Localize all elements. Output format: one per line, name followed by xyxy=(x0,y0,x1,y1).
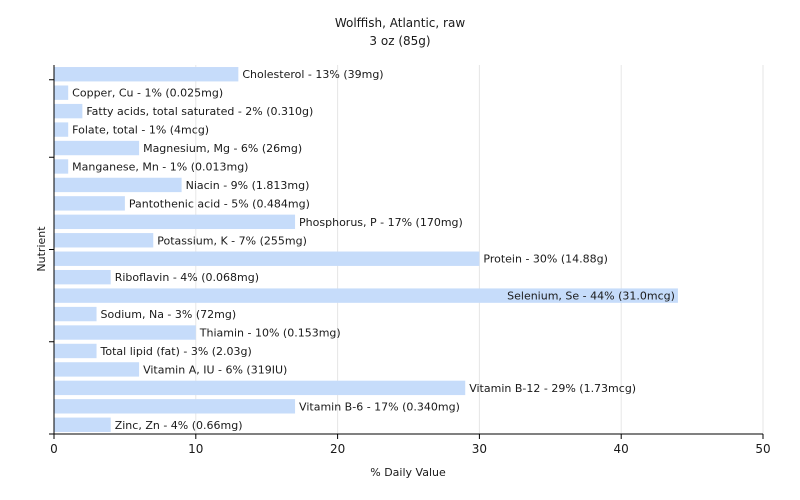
bar-label: Phosphorus, P - 17% (170mg) xyxy=(299,216,463,229)
bar xyxy=(54,380,466,396)
bar xyxy=(54,399,296,414)
bar-label: Protein - 30% (14.88g) xyxy=(483,253,608,266)
x-tick-label: 30 xyxy=(472,442,487,456)
bar-label: Fatty acids, total saturated - 2% (0.310… xyxy=(86,105,313,118)
bar xyxy=(54,325,196,340)
x-tick-label: 0 xyxy=(50,442,58,456)
bar xyxy=(54,159,69,174)
bar-label: Zinc, Zn - 4% (0.66mg) xyxy=(115,419,243,432)
bar xyxy=(54,214,296,230)
bar xyxy=(54,103,83,119)
bar xyxy=(54,288,678,303)
bar xyxy=(54,177,182,193)
bar-label: Magnesium, Mg - 6% (26mg) xyxy=(143,142,302,155)
bar-label: Copper, Cu - 1% (0.025mg) xyxy=(72,87,223,100)
bar xyxy=(54,196,125,211)
bar-label: Vitamin B-12 - 29% (1.73mcg) xyxy=(469,382,636,395)
bar-label: Vitamin B-6 - 17% (0.340mg) xyxy=(299,400,460,413)
bar-label: Selenium, Se - 44% (31.0mcg) xyxy=(507,290,675,303)
bar-label: Niacin - 9% (1.813mg) xyxy=(186,179,310,192)
bar-label: Pantothenic acid - 5% (0.484mg) xyxy=(129,197,310,210)
bar xyxy=(54,85,69,100)
x-tick-label: 20 xyxy=(330,442,345,456)
bar xyxy=(54,306,97,322)
bar-label: Folate, total - 1% (4mcg) xyxy=(72,124,209,137)
bar-label: Cholesterol - 13% (39mg) xyxy=(242,68,383,81)
plot-area: Cholesterol - 13% (39mg) Copper, Cu - 1% … xyxy=(49,65,771,456)
bar xyxy=(54,417,111,432)
x-axis-label: % Daily Value xyxy=(370,466,446,479)
bar xyxy=(54,343,97,359)
bar xyxy=(54,233,154,248)
bar xyxy=(54,67,239,82)
chart-title: Wolffish, Atlantic, raw xyxy=(335,16,465,30)
x-tick-label: 10 xyxy=(188,442,203,456)
bar xyxy=(54,122,69,137)
bar-label: Sodium, Na - 3% (72mg) xyxy=(101,308,237,321)
bar-label: Thiamin - 10% (0.153mg) xyxy=(199,327,341,340)
bar-label: Potassium, K - 7% (255mg) xyxy=(157,234,307,247)
chart-subtitle: 3 oz (85g) xyxy=(369,34,430,48)
y-axis-label: Nutrient xyxy=(35,226,48,272)
bar xyxy=(54,362,140,377)
bar xyxy=(54,269,111,285)
bar-label: Manganese, Mn - 1% (0.013mg) xyxy=(72,160,248,173)
bar-label: Vitamin A, IU - 6% (319IU) xyxy=(143,363,287,376)
bar xyxy=(54,251,480,266)
x-tick-label: 50 xyxy=(755,442,770,456)
bar xyxy=(54,140,140,156)
x-tick-label: 40 xyxy=(614,442,629,456)
bar-label: Riboflavin - 4% (0.068mg) xyxy=(115,271,259,284)
bar-label: Total lipid (fat) - 3% (2.03g) xyxy=(100,345,252,358)
